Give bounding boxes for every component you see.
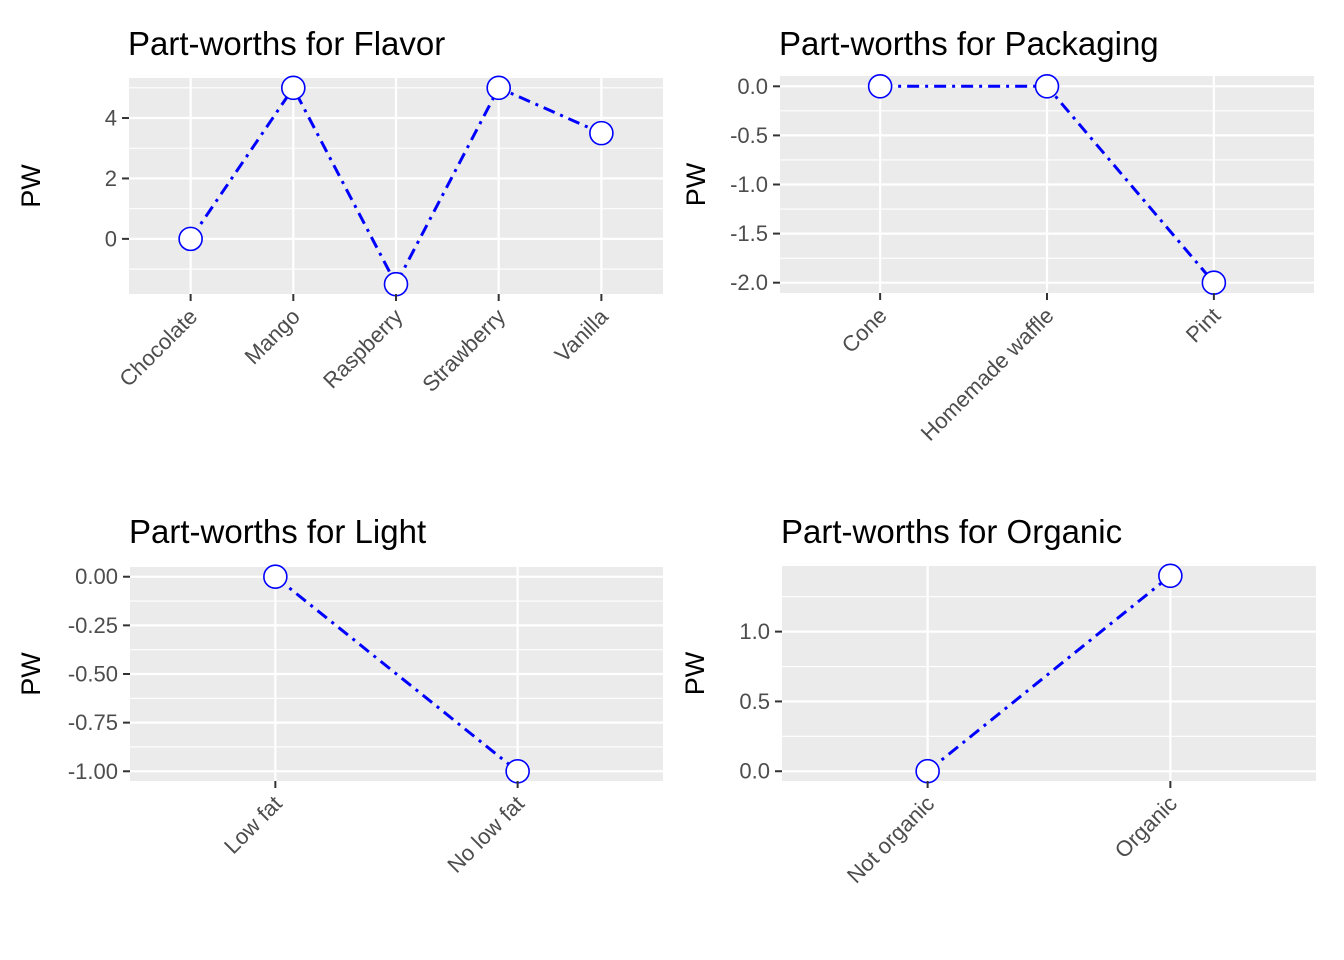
y-tick-label: 1.0 [739, 619, 770, 644]
chart-flavor-svg: 0 2 4 Chocolate Mango Raspberry Strawberry Vani… [16, 25, 663, 397]
y-axis-title: PW [16, 652, 46, 696]
y-tick-label: -1.5 [730, 221, 768, 246]
chart-title: Part-worths for Light [129, 513, 426, 550]
y-tick-label: 2 [105, 166, 117, 191]
y-axis-title: PW [680, 651, 710, 695]
data-point [867, 74, 893, 99]
chart-packaging-svg: 0.0 -0.5 -1.0 -1.5 -2.0 Cone Homemade waffle Pi… [681, 25, 1314, 446]
x-tick-label: Not organic [842, 791, 939, 888]
y-tick-label: 0 [105, 226, 117, 251]
data-point [1158, 563, 1183, 589]
y-tick-label: -0.5 [730, 123, 768, 148]
chart-organic-svg: 0.0 0.5 1.0 Not organic Organic Part-worths f… [680, 513, 1316, 888]
data-point [383, 271, 409, 297]
data-point [178, 226, 203, 252]
chart-light: 0.00 -0.25 -0.50 -0.75 -1.00 Low fat No low fa… [0, 480, 672, 960]
y-tick-label: -2.0 [730, 270, 768, 295]
data-point [486, 75, 511, 101]
y-tick-label: 0.00 [75, 564, 118, 589]
y-axis-title: PW [681, 162, 711, 206]
series-line [926, 574, 1172, 773]
data-point [1201, 270, 1227, 295]
y-tick-label: 4 [105, 106, 117, 131]
x-tick-label: Low fat [219, 791, 287, 859]
x-tick-label: Pint [1181, 303, 1225, 347]
data-point [1034, 74, 1060, 99]
chart-title: Part-worths for Flavor [128, 25, 445, 62]
y-tick-label: -0.25 [68, 613, 118, 638]
x-tick-label: No low fat [442, 791, 529, 878]
chart-organic: 0.0 0.5 1.0 Not organic Organic Part-worths f… [672, 480, 1344, 960]
y-tick-label: 0.0 [737, 74, 768, 99]
y-tick-label: -1.0 [730, 172, 768, 197]
x-tick-label: Chocolate [114, 304, 202, 392]
y-tick-label: -1.00 [68, 759, 118, 784]
chart-title: Part-worths for Packaging [779, 25, 1159, 62]
x-tick-label: Mango [240, 304, 305, 369]
y-tick-label: 0.5 [739, 689, 770, 714]
data-point [281, 75, 306, 101]
x-tick-label: Cone [837, 303, 892, 358]
data-point [915, 758, 940, 784]
x-tick-label: Organic [1110, 791, 1182, 863]
x-tick-label: Vanilla [550, 303, 614, 367]
chart-flavor: 0 2 4 Chocolate Mango Raspberry Strawberry Vani… [0, 0, 672, 480]
chart-packaging: 0.0 -0.5 -1.0 -1.5 -2.0 Cone Homemade waffle Pi… [672, 0, 1344, 480]
data-point [505, 758, 530, 784]
y-tick-label: -0.50 [68, 662, 118, 687]
y-tick-label: 0.0 [739, 759, 770, 784]
chart-title: Part-worths for Organic [781, 513, 1122, 550]
chart-light-svg: 0.00 -0.25 -0.50 -0.75 -1.00 Low fat No low fa… [16, 513, 663, 878]
y-axis-title: PW [16, 164, 46, 208]
data-point [263, 564, 288, 590]
x-tick-label: Homemade waffle [916, 303, 1059, 446]
y-tick-label: -0.75 [68, 710, 118, 735]
data-point [589, 120, 614, 146]
series-line [274, 575, 519, 773]
x-tick-label: Raspberry [318, 304, 407, 393]
x-tick-label: Strawberry [417, 304, 510, 397]
